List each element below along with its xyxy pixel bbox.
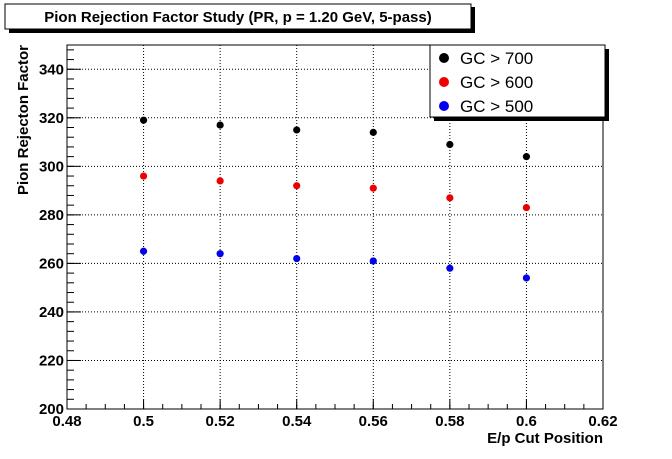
y-tick-label: 260 (39, 255, 64, 272)
data-point (522, 203, 531, 212)
axis-ticks (66, 49, 604, 410)
y-tick-label: 200 (39, 401, 64, 418)
x-tick-label: 0.56 (359, 413, 388, 430)
y-tick-labels: 200 220 240 260 280 300 320 340 (39, 61, 64, 418)
data-point (369, 184, 377, 192)
data-point (446, 194, 454, 202)
legend-label: GC > 500 (460, 97, 533, 116)
y-tick-label: 220 (39, 352, 64, 369)
data-point (522, 274, 531, 282)
legend-label: GC > 700 (460, 49, 533, 68)
data-point (446, 140, 454, 149)
x-tick-label: 0.54 (282, 413, 312, 430)
data-point (216, 121, 224, 129)
y-axis-label: Pion Rejecton Factor (15, 45, 32, 195)
data-point (522, 153, 531, 161)
data-point (293, 182, 301, 190)
legend-label: GC > 600 (460, 73, 533, 92)
data-point (139, 116, 148, 124)
data-point (369, 257, 377, 265)
data-points (139, 116, 531, 282)
y-tick-label: 280 (39, 207, 64, 224)
data-point (139, 172, 148, 180)
x-tick-labels: 0.48 0.5 0.52 0.54 0.56 0.58 0.6 0.62 (52, 413, 617, 430)
x-tick-label: 0.62 (588, 413, 617, 430)
x-tick-label: 0.48 (52, 413, 81, 430)
x-tick-label: 0.5 (133, 413, 154, 430)
chart-title-box: Pion Rejection Factor Study (PR, p = 1.2… (4, 3, 475, 33)
chart-title: Pion Rejection Factor Study (PR, p = 1.2… (44, 9, 431, 26)
y-tick-label: 300 (39, 158, 64, 175)
data-point (293, 254, 301, 263)
x-tick-label: 0.52 (206, 413, 235, 430)
data-point (216, 250, 224, 258)
y-tick-label: 240 (39, 304, 64, 321)
legend: GC > 700 GC > 600 GC > 500 (429, 44, 609, 121)
legend-marker (439, 53, 449, 63)
data-point (139, 247, 148, 255)
data-point (216, 177, 224, 185)
y-tick-label: 340 (39, 61, 64, 78)
grid (67, 45, 603, 409)
x-tick-label: 0.6 (516, 413, 537, 430)
data-point (293, 126, 301, 134)
data-point (446, 264, 454, 272)
data-point (369, 128, 377, 136)
x-axis-label: E/p Cut Position (487, 430, 603, 447)
legend-marker (439, 77, 449, 87)
y-tick-label: 320 (39, 110, 64, 127)
legend-marker (439, 101, 449, 111)
x-tick-label: 0.58 (435, 413, 464, 430)
